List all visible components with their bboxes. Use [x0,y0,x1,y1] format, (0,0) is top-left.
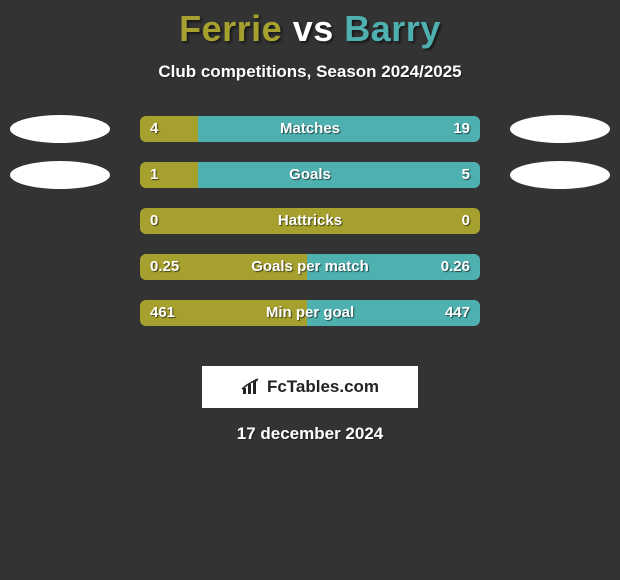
page-title: Ferrie vs Barry [0,0,620,50]
stat-row: 0Hattricks0 [0,208,620,254]
stat-right-value: 0 [462,208,470,234]
stat-right-value: 447 [445,300,470,326]
right-ellipse [510,161,610,189]
stat-row: 1Goals5 [0,162,620,208]
stats-container: 4Matches191Goals50Hattricks00.25Goals pe… [0,116,620,346]
vs-text: vs [293,8,334,49]
player1-name: Ferrie [179,8,282,49]
stat-label: Matches [140,116,480,142]
right-ellipse [510,115,610,143]
stat-row: 4Matches19 [0,116,620,162]
stat-row: 0.25Goals per match0.26 [0,254,620,300]
stat-label: Goals per match [140,254,480,280]
subtitle: Club competitions, Season 2024/2025 [0,62,620,82]
player2-name: Barry [344,8,441,49]
logo: FcTables.com [241,377,379,397]
logo-box: FcTables.com [202,366,418,408]
stat-row: 461Min per goal447 [0,300,620,346]
stat-right-value: 5 [462,162,470,188]
date-text: 17 december 2024 [0,424,620,444]
left-ellipse [10,115,110,143]
stat-right-value: 19 [453,116,470,142]
logo-text: FcTables.com [267,377,379,397]
stat-label: Hattricks [140,208,480,234]
stat-label: Goals [140,162,480,188]
left-ellipse [10,161,110,189]
stat-label: Min per goal [140,300,480,326]
logo-chart-icon [241,378,263,396]
stat-right-value: 0.26 [441,254,470,280]
